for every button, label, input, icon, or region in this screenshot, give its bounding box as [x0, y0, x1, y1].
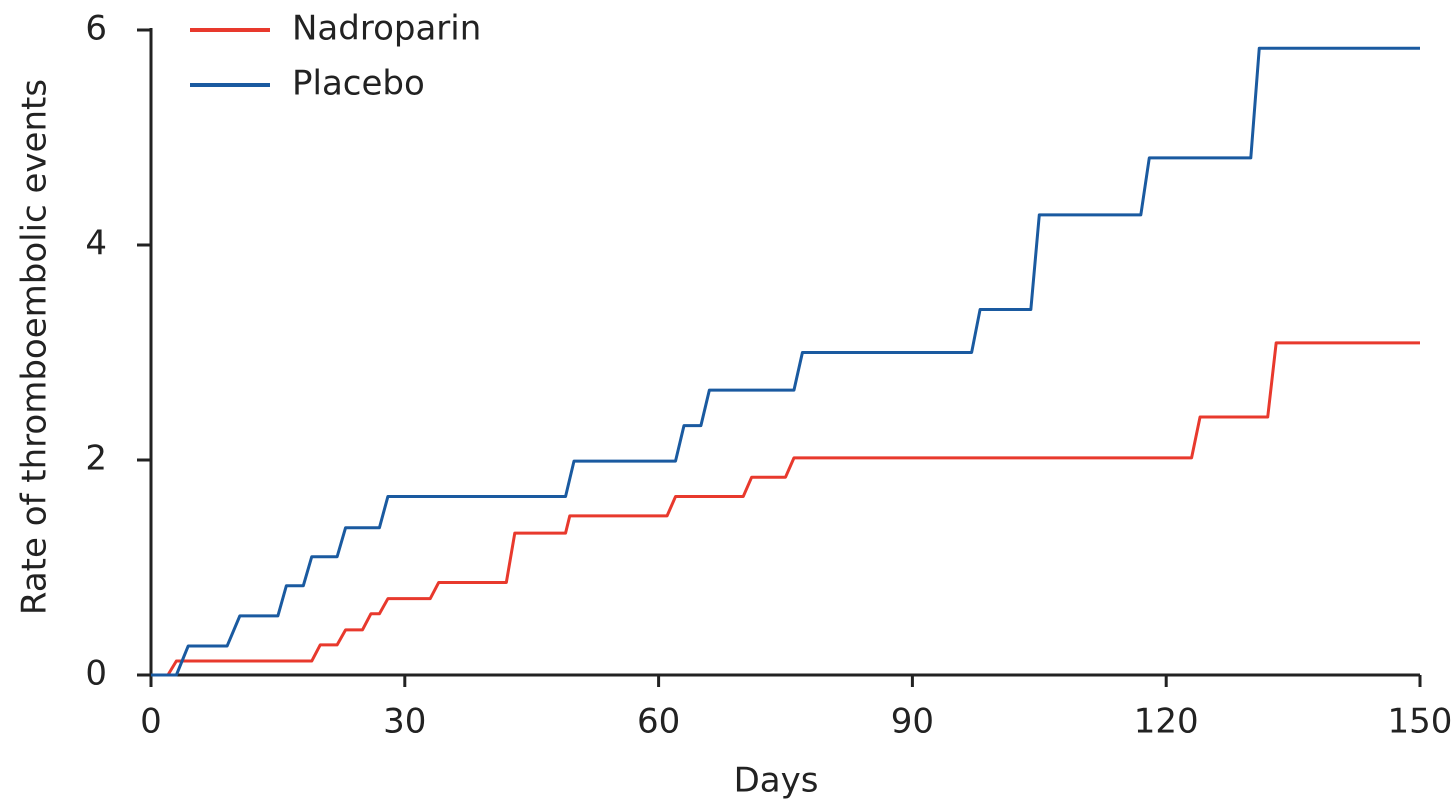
y-tick-label: 6: [85, 9, 107, 49]
legend-label: Nadroparin: [292, 9, 481, 49]
x-tick-label: 30: [383, 702, 426, 742]
y-tick-label: 0: [85, 654, 107, 694]
x-tick-label: 60: [637, 702, 680, 742]
series-line: [151, 46, 1420, 677]
y-tick-label: 4: [85, 224, 107, 264]
x-tick-label: 150: [1388, 702, 1453, 742]
x-tick-label: 90: [891, 702, 934, 742]
x-tick-label: 120: [1134, 702, 1199, 742]
legend-label: Placebo: [292, 64, 425, 104]
y-axis-label: Rate of thromboembolic events: [15, 79, 55, 615]
y-tick-label: 2: [85, 439, 107, 479]
x-axis-label: Days: [734, 761, 819, 801]
x-tick-label: 0: [140, 702, 162, 742]
series-line: [151, 341, 1420, 677]
